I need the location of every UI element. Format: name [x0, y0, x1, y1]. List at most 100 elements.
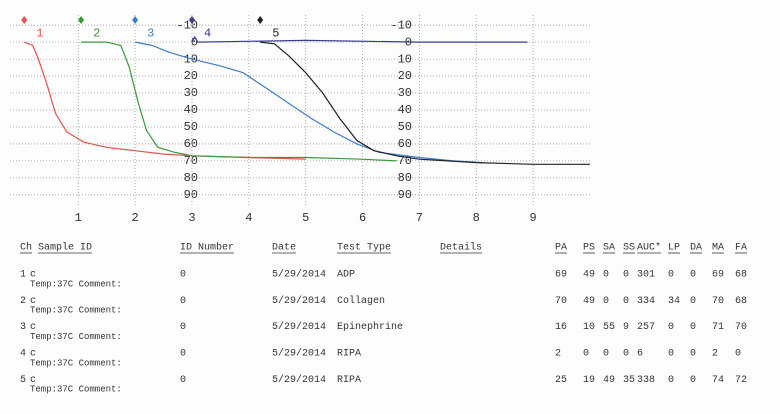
- id-number: 0: [180, 375, 186, 386]
- date: 5/29/2014: [272, 348, 326, 360]
- y-tick-label: 30: [184, 86, 198, 100]
- metric: 49: [583, 270, 595, 281]
- start-marker: [132, 16, 139, 24]
- channel: 2: [20, 296, 26, 307]
- curve-label: 2: [93, 26, 100, 40]
- start-marker: [188, 16, 195, 24]
- curve: [191, 35, 528, 43]
- curve: [81, 41, 397, 162]
- curve: [134, 41, 483, 164]
- metric: 334: [637, 296, 655, 307]
- curve-label: 3: [147, 26, 154, 40]
- y-tick-label: -10: [390, 18, 412, 32]
- y-tick-label: 40: [184, 103, 198, 117]
- sample-note: Temp:37C Comment:: [30, 332, 122, 342]
- y-tick-label: 60: [184, 137, 198, 151]
- metric: 0: [668, 322, 674, 333]
- channel: 4: [20, 349, 26, 360]
- metric: 34: [668, 296, 680, 307]
- channel: 3: [20, 322, 26, 333]
- start-marker: [78, 16, 85, 24]
- metric: 0: [668, 270, 674, 281]
- curve-label: 4: [204, 26, 211, 40]
- metric: 2: [555, 349, 561, 360]
- y-tick-label: 90: [398, 188, 412, 202]
- column-header: ID Number: [180, 242, 234, 254]
- test-type: RIPA: [337, 375, 361, 386]
- metric: 0: [690, 375, 696, 386]
- column-header: LP: [668, 243, 680, 254]
- column-header: SA: [603, 243, 615, 254]
- column-header: Ch: [20, 242, 32, 254]
- metric: 0: [690, 270, 696, 281]
- y-tick-label: 80: [184, 171, 198, 185]
- column-header: PA: [555, 243, 567, 254]
- column-header: Sample ID: [38, 242, 92, 254]
- metric: 55: [603, 322, 615, 333]
- x-tick-label: 9: [530, 211, 537, 225]
- sample-id: c: [30, 296, 36, 307]
- sample-id: c: [30, 322, 36, 333]
- metric: 301: [637, 270, 655, 281]
- metric: 68: [735, 270, 747, 281]
- metric: 72: [735, 375, 747, 386]
- y-tick-label: 80: [398, 171, 412, 185]
- metric: 257: [637, 322, 655, 333]
- metric: 0: [603, 349, 609, 360]
- curve: [260, 41, 590, 165]
- metric: 0: [690, 296, 696, 307]
- column-header: DA: [690, 243, 702, 254]
- column-header: Test Type: [337, 243, 391, 254]
- y-tick-label: 60: [398, 137, 412, 151]
- column-header: Date: [272, 243, 296, 254]
- metric: 10: [583, 322, 595, 333]
- sample-note: Temp:37C Comment:: [30, 358, 122, 368]
- date: 5/29/2014: [272, 321, 326, 333]
- id-number: 0: [180, 270, 186, 281]
- y-tick-label: 20: [398, 69, 412, 83]
- y-tick-label: 20: [184, 69, 198, 83]
- x-tick-label: 5: [302, 211, 309, 225]
- metric: 0: [690, 322, 696, 333]
- metric: 0: [603, 270, 609, 281]
- x-tick-label: 1: [75, 211, 82, 225]
- metric: 74: [712, 375, 724, 386]
- metric: 19: [583, 375, 595, 386]
- id-number: 0: [180, 296, 186, 307]
- x-tick-label: 4: [245, 211, 252, 225]
- test-type: Epinephrine: [337, 321, 403, 333]
- x-tick-label: 7: [416, 211, 423, 225]
- metric: 0: [668, 349, 674, 360]
- column-header: MA: [712, 243, 724, 254]
- metric: 338: [637, 375, 655, 386]
- x-tick-label: 8: [473, 211, 480, 225]
- y-tick-label: 0: [191, 35, 198, 49]
- metric: 35: [623, 375, 635, 386]
- metric: 6: [637, 349, 643, 360]
- test-type: RIPA: [337, 349, 361, 360]
- start-marker: [21, 16, 28, 24]
- date: 5/29/2014: [272, 295, 326, 307]
- metric: 0: [603, 296, 609, 307]
- sample-note: Temp:37C Comment:: [30, 385, 122, 395]
- column-header: AUC*: [637, 242, 661, 254]
- date: 5/29/2014: [272, 269, 326, 281]
- metric: 49: [603, 375, 615, 386]
- metric: 9: [623, 322, 629, 333]
- metric: 25: [555, 375, 567, 386]
- metric: 0: [583, 349, 589, 360]
- date: 5/29/2014: [272, 374, 326, 386]
- column-header: PS: [583, 243, 595, 254]
- metric: 68: [735, 296, 747, 307]
- column-header: Details: [440, 242, 482, 254]
- sample-id: c: [30, 270, 36, 281]
- column-header: FA: [735, 243, 747, 254]
- metric: 69: [712, 270, 724, 281]
- test-type: Collagen: [337, 295, 385, 307]
- y-tick-label: 50: [398, 120, 412, 134]
- id-number: 0: [180, 349, 186, 360]
- channel: 5: [20, 375, 26, 386]
- sample-id: c: [30, 375, 36, 386]
- sample-note: Temp:37C Comment:: [30, 279, 122, 289]
